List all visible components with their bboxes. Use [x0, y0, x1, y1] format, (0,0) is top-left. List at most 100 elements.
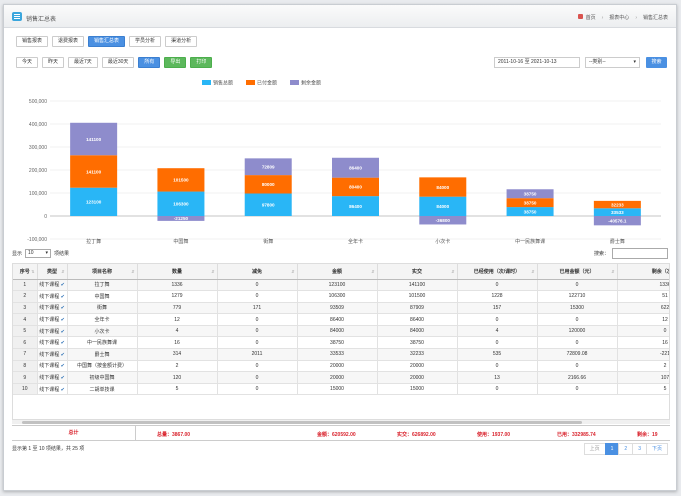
bar-data-label: 141100	[86, 137, 102, 142]
totals-row: 总计 总量：3867.00 金额：620592.00 实交：626892.00 …	[12, 425, 670, 441]
bar-segment[interactable]	[506, 207, 554, 216]
bar-segment[interactable]	[70, 187, 118, 216]
bar-segment[interactable]	[593, 200, 641, 209]
filter-button-4[interactable]: 最近30天	[101, 57, 135, 68]
filter-button-2[interactable]: 昨天	[42, 57, 65, 68]
tab-5[interactable]: 渠道分析	[165, 36, 198, 47]
tab-3[interactable]: 销售汇总表	[88, 36, 126, 47]
bar-data-label: 86400	[349, 166, 362, 171]
total-remain: 剩余：19	[637, 432, 658, 438]
table-row[interactable]: 3 线下课程 ✔ 街舞 779 171 93509 87909 157 15300 622	[13, 302, 669, 315]
sort-icon: ⇵	[61, 269, 65, 274]
total-used: 使用：1937.00	[477, 432, 511, 438]
legend-label[interactable]: 已付金额	[257, 80, 277, 87]
filter-button-1[interactable]: 今天	[16, 57, 39, 68]
pager-next-button[interactable]: 下页	[645, 443, 668, 455]
column-header[interactable]: 类型 ⇵	[37, 264, 68, 280]
bar-data-label: 32233	[611, 202, 624, 207]
table-row[interactable]: 6 线下课程 ✔ 中一民族舞课 16 0 38750 38750 0 0 16	[13, 336, 669, 350]
bar-segment[interactable]	[419, 177, 467, 197]
bar-segment[interactable]	[244, 193, 292, 216]
breadcrumb-home[interactable]: 首页	[577, 14, 596, 21]
table-row[interactable]: 2 线下课程 ✔ 中国舞 1279 0 106300 101500 1228 122710 51	[13, 290, 669, 303]
search-button[interactable]: 搜索	[646, 57, 667, 68]
table-cell: 线下课程 ✔	[37, 325, 68, 338]
filter-button-5[interactable]: 所有	[138, 57, 161, 68]
table-cell: 0	[537, 279, 618, 292]
column-header-label: 数量	[171, 268, 182, 275]
filter-button-7[interactable]: 打印	[190, 57, 213, 68]
pager-page-1[interactable]: 1	[604, 443, 620, 455]
bar-segment[interactable]	[506, 189, 554, 199]
column-header-label: 类型	[46, 268, 57, 275]
table-cell: 2	[617, 360, 669, 373]
column-header[interactable]: 实交 ⇵	[377, 264, 458, 280]
legend-swatch[interactable]	[290, 80, 299, 85]
breadcrumb-report-center[interactable]: 报表中心	[609, 15, 630, 21]
y-tick-label: 0	[44, 214, 47, 220]
tab-2[interactable]: 退费报表	[52, 36, 85, 47]
filter-button-6[interactable]: 导出	[164, 57, 187, 68]
filter-button-3[interactable]: 最近7天	[68, 57, 98, 68]
column-header[interactable]: 已用金额（元） ⇵	[537, 264, 618, 280]
tab-1[interactable]: 销售报表	[16, 36, 49, 47]
pager-page-3[interactable]: 3	[632, 443, 647, 455]
bar-segment[interactable]	[593, 216, 641, 226]
column-header[interactable]: 序号 ⇅	[13, 264, 38, 280]
bar-segment[interactable]	[419, 196, 467, 216]
legend-swatch[interactable]	[246, 80, 255, 85]
table-cell: 全年卡	[67, 313, 138, 326]
bar-segment[interactable]	[244, 158, 292, 176]
pager-page-2[interactable]: 2	[618, 443, 634, 455]
page-length-select[interactable]: 10 ▾	[25, 249, 52, 258]
pager-prev-button[interactable]: 上页	[583, 443, 606, 455]
table-row[interactable]: 1 线下课程 ✔ 拉丁舞 1336 0 123100 141100 0 0 1336	[13, 279, 669, 292]
tab-4[interactable]: 学员分析	[129, 36, 162, 47]
bar-data-label: -21250	[174, 216, 189, 221]
date-range-input[interactable]: 2011-10-16 至 2021-10-13	[494, 57, 580, 68]
table-cell: 小次卡	[67, 325, 138, 338]
bar-segment[interactable]	[157, 216, 205, 221]
app-title: 销售汇总表	[26, 17, 57, 23]
bar-segment[interactable]	[332, 157, 379, 178]
table-cell: 122710	[537, 290, 618, 303]
bar-segment[interactable]	[419, 216, 467, 225]
table-row[interactable]: 8 线下课程 ✔ 中国舞（按金额计费） 2 0 20000 20000 0 0 2	[13, 360, 669, 373]
column-header[interactable]: 金额 ⇵	[297, 264, 378, 280]
table-cell: 0	[537, 383, 618, 396]
bar-segment[interactable]	[332, 177, 379, 197]
table-row[interactable]: 4 线下课程 ✔ 全年卡 12 0 86400 86400 0 0 12	[13, 313, 669, 326]
bar-segment[interactable]	[70, 155, 118, 188]
bar-data-label: -40576.1	[608, 218, 627, 223]
bar-segment[interactable]	[157, 168, 205, 192]
column-header[interactable]: 剩余（次/课⇵	[617, 264, 669, 280]
column-header-label: 剩余（次/课	[651, 268, 669, 275]
bar-segment[interactable]	[157, 191, 205, 216]
legend-swatch[interactable]	[202, 80, 211, 85]
bar-segment[interactable]	[70, 122, 118, 156]
table-row[interactable]: 10 线下课程 ✔ 二胡单技课 5 0 15000 15000 0 0 5	[13, 383, 669, 396]
column-header[interactable]: 已经使用（次/课时） ⇵	[457, 264, 538, 280]
table-row[interactable]: 5 线下课程 ✔ 小次卡 4 0 84000 84000 4 120000 0	[13, 325, 669, 338]
legend-label[interactable]: 剩余金额	[301, 80, 321, 87]
column-header[interactable]: 减免 ⇵	[217, 264, 298, 280]
horizontal-scrollbar[interactable]	[12, 419, 670, 424]
table-search-input[interactable]	[612, 248, 668, 259]
bar-segment[interactable]	[506, 198, 554, 208]
scrollbar-thumb[interactable]	[22, 421, 582, 424]
legend-label[interactable]: 销售总额	[213, 80, 233, 87]
table-cell: 0	[617, 325, 669, 338]
sort-icon: ⇵	[131, 269, 135, 274]
bar-segment[interactable]	[593, 208, 641, 216]
category-select[interactable]: --类别-- ▾	[585, 57, 640, 68]
bar-segment[interactable]	[332, 196, 379, 216]
total-paid: 实交：626892.00	[397, 432, 436, 438]
table-row[interactable]: 9 线下课程 ✔ 初级中国舞 120 0 20000 20000 13 2166.66 107	[13, 371, 669, 384]
bar-segment[interactable]	[244, 175, 292, 194]
bar-data-label: 80400	[349, 185, 362, 190]
table-cell: 20000	[377, 360, 458, 373]
table-row[interactable]: 7 线下课程 ✔ 爵士舞 314 2011 33533 32233 535 72809.08 -2…	[13, 348, 669, 361]
column-header[interactable]: 数量 ⇵	[137, 264, 218, 280]
column-header[interactable]: 项目名称 ⇵	[67, 264, 138, 280]
table-cell: 0	[217, 360, 298, 373]
